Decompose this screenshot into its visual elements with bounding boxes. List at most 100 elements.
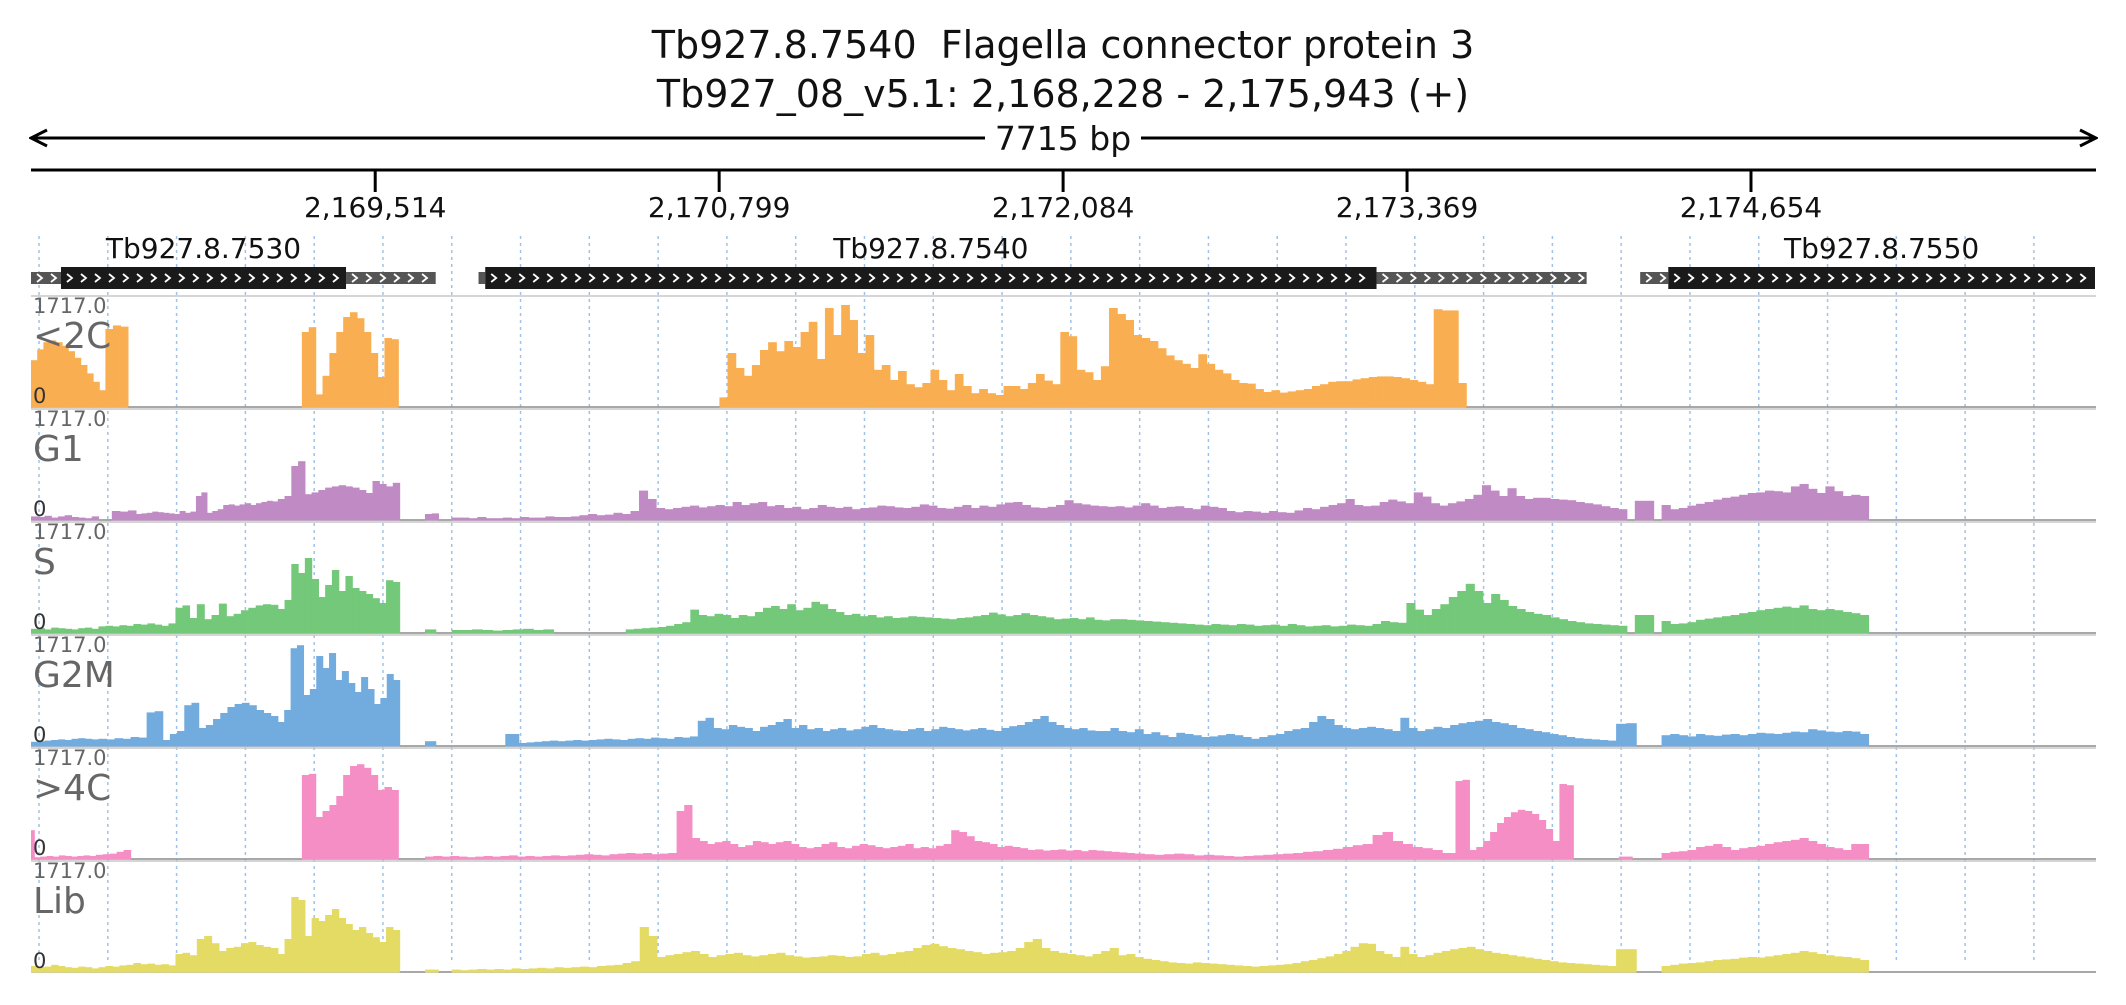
coverage-bar [1328,505,1338,520]
segment-edge [98,971,190,973]
coverage-bar [906,384,915,407]
coverage-bar [185,512,192,520]
coverage-bar [1201,963,1211,972]
coverage-bar [1782,732,1792,746]
coverage-bar [1134,957,1144,972]
coverage-bar [1245,624,1255,633]
coverage-bar [204,619,213,633]
coverage-bar [1458,383,1467,407]
coverage-bar [1311,509,1321,520]
coverage-bar [571,967,581,972]
track-name-2: S [33,542,56,583]
track-ymax-label-0: 1717.0 [33,294,106,318]
coverage-bar [760,726,769,746]
coverage-bar [140,624,149,633]
segment-edge [31,971,99,973]
coverage-bar [138,737,148,746]
coverage-bar [1063,728,1073,746]
coverage-bar [126,625,135,633]
coverage-bar [829,842,838,859]
coverage-bar [1176,732,1186,746]
coverage-bar [674,737,683,746]
coverage-bar [1466,722,1476,746]
coverage-bar [309,689,317,746]
coverage-bar [1371,505,1381,520]
coverage-bar [1400,946,1410,972]
coverage-bar [792,347,802,407]
coverage-bar [1134,853,1145,859]
coverage-bar [1825,609,1835,633]
coverage-bar [511,968,521,972]
coverage-bar [147,963,156,972]
coverage-bar [562,517,572,520]
coverage-bar [1541,732,1551,746]
coverage-bar [533,630,544,633]
coverage-bar [857,353,867,407]
coverage-bar [341,671,349,746]
segment-edge [301,858,399,860]
coverage-bar [954,374,964,407]
coverage-bar [1209,506,1219,520]
coverage-bar [1582,964,1592,972]
coverage-bar [1253,625,1263,633]
coverage-bar [391,790,399,859]
coverage-bar [931,729,940,746]
gene-label-1: Tb927.8.7540 [832,232,1028,265]
coverage-bar [1678,508,1689,520]
segment-edge [98,632,190,634]
coverage-bar [1678,851,1689,859]
coverage-bar [1158,508,1168,520]
coverage-bar [1433,952,1443,972]
coverage-bar [1808,841,1818,859]
track-1-segment-3 [277,461,401,521]
coverage-bar [1251,511,1262,520]
coverage-bar [1029,615,1039,633]
coverage-bar [358,490,367,520]
coverage-bar [146,512,153,520]
coverage-bar [795,610,804,633]
coverage-bar [196,604,205,633]
coverage-bar [1799,732,1809,746]
coverage-bar [746,616,756,633]
coverage-bar [379,603,387,633]
coverage-bar [1499,723,1509,746]
coverage-bar [270,604,279,633]
coverage-bar [1352,379,1362,407]
coverage-bar [331,570,340,633]
coverage-bar [233,946,242,972]
coverage-bar [1450,949,1460,972]
coverage-bar [78,966,86,972]
coverage-bar [1176,963,1186,972]
coverage-bar [71,517,79,520]
coverage-bar [811,601,821,633]
coverage-bar [322,811,331,859]
coverage-bar [889,380,899,407]
segment-edge [1118,745,1617,747]
coverage-bar [861,954,872,972]
coverage-bar [1292,963,1302,972]
coverage-bar [827,955,837,972]
coverage-bar [1601,624,1611,633]
coverage-bar [1149,341,1159,407]
coverage-bar [373,704,381,746]
coverage-bar [91,628,100,633]
coverage-bar [99,390,107,407]
coverage-bar [518,743,528,746]
coverage-bar [962,730,971,746]
coverage-bar [1035,374,1045,407]
coverage-bar [809,508,819,520]
gene-cds-0 [60,267,347,289]
coverage-bar [1626,949,1637,972]
coverage-bar [311,492,319,520]
coverage-bar [570,516,581,520]
coverage-bar [424,629,437,633]
coverage-bar [1408,728,1418,746]
coverage-bar [1385,376,1394,407]
coverage-bar [1447,503,1457,520]
coverage-bar [1047,506,1057,520]
coverage-bar [604,738,613,746]
coverage-bar [1473,494,1483,520]
coverage-bar [298,461,306,520]
coverage-bar [1143,958,1153,972]
coverage-bar [37,517,46,520]
